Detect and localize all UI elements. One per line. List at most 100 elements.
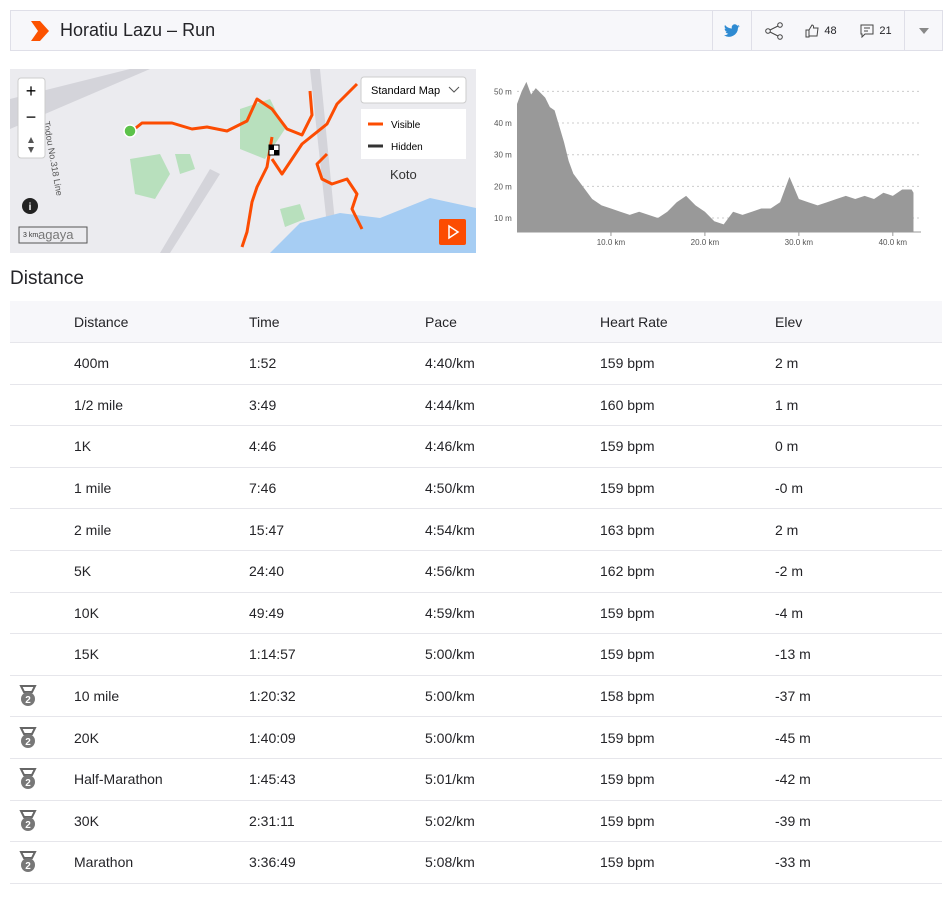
medal-cell — [10, 383, 74, 426]
split-cell: -45 m — [775, 716, 942, 759]
y-tick-label: 20 m — [494, 182, 512, 191]
place-label: Koto — [390, 167, 417, 182]
scale-label: 3 km — [23, 232, 38, 239]
medal-ribbon — [19, 768, 37, 777]
legend-label: Visible — [391, 120, 421, 131]
x-tick-label: 20.0 km — [691, 238, 720, 247]
medal-disc — [21, 858, 35, 873]
split-cell: 159 bpm — [600, 342, 775, 385]
split-cell: 5:00/km — [425, 633, 600, 676]
medal-cell — [10, 633, 74, 676]
split-cell: Marathon — [74, 841, 249, 884]
split-cell: 159 bpm — [600, 757, 775, 801]
split-row: 2 20K 1:40:09 5:00/km 159 bpm -45 m — [10, 716, 942, 759]
split-row: 2 Marathon 3:36:49 5:08/km 159 bpm -33 m — [10, 841, 942, 884]
split-cell: 159 bpm — [600, 591, 775, 634]
split-cell: 1:40:09 — [249, 716, 425, 759]
play-button[interactable] — [439, 219, 466, 245]
zoom-in[interactable]: + — [26, 81, 37, 101]
split-row: 1K 4:46 4:46/km 159 bpm 0 m — [10, 425, 942, 468]
svg-text:i: i — [29, 202, 32, 213]
kudos-button[interactable]: 48 — [796, 11, 846, 50]
split-cell: -37 m — [775, 674, 942, 717]
split-cell: 1:52 — [249, 342, 425, 385]
split-cell: 158 bpm — [600, 674, 775, 717]
x-tick-label: 30.0 km — [785, 238, 814, 247]
x-tick-label: 10.0 km — [597, 238, 626, 247]
medal-cell: 2 — [10, 716, 74, 759]
split-cell: 4:46/km — [425, 425, 600, 468]
split-cell: 4:59/km — [425, 591, 600, 634]
split-cell: -4 m — [775, 591, 942, 634]
split-cell: 160 bpm — [600, 383, 775, 426]
splits-table: Distance Time Pace Heart Rate Elev 400m 1:52 4:… — [10, 301, 942, 884]
split-cell: 163 bpm — [600, 508, 775, 551]
medal-cell — [10, 508, 74, 551]
split-cell: 159 bpm — [600, 466, 775, 509]
split-cell: 162 bpm — [600, 549, 775, 593]
split-cell: -39 m — [775, 799, 942, 842]
split-cell: 15:47 — [249, 508, 425, 551]
map-type-select[interactable] — [360, 76, 467, 104]
medal-cell — [10, 466, 74, 509]
more-dropdown[interactable] — [904, 11, 943, 50]
split-cell: 5:02/km — [425, 799, 600, 842]
medal-cell — [10, 591, 74, 634]
split-row: 400m 1:52 4:40/km 159 bpm 2 m — [10, 342, 942, 385]
split-row: 1 mile 7:46 4:50/km 159 bpm -0 m — [10, 466, 942, 509]
split-cell: 30K — [74, 799, 249, 842]
y-tick-label: 40 m — [494, 119, 512, 128]
share-button[interactable] — [751, 11, 796, 50]
split-row: 1/2 mile 3:49 4:44/km 160 bpm 1 m — [10, 383, 942, 426]
split-cell: 2 m — [775, 342, 942, 385]
split-cell: 1K — [74, 425, 249, 468]
split-cell: 10K — [74, 591, 249, 634]
activity-title: Horatiu Lazu – Run — [60, 20, 216, 40]
medal-disc — [21, 692, 35, 707]
route-map: Koto Todou No.318 Line agaya 3 km + − i … — [10, 69, 476, 253]
split-cell: 3:36:49 — [249, 841, 425, 884]
compass[interactable] — [28, 137, 34, 153]
split-cell: 0 m — [775, 425, 942, 468]
comments-button[interactable]: 21 — [851, 11, 901, 50]
medal-rank: 2 — [25, 820, 31, 831]
y-tick-label: 50 m — [494, 87, 512, 96]
kudos-count: 48 — [824, 24, 837, 37]
medal-icon: 2 — [19, 685, 37, 707]
legend-label: Hidden — [391, 142, 423, 153]
split-row: 5K 24:40 4:56/km 162 bpm -2 m — [10, 549, 942, 593]
split-cell: 4:40/km — [425, 342, 600, 385]
split-cell: 4:54/km — [425, 508, 600, 551]
medal-rank: 2 — [25, 861, 31, 872]
split-cell: -33 m — [775, 841, 942, 884]
twitter-button[interactable] — [712, 11, 751, 50]
split-cell: 10 mile — [74, 674, 249, 717]
split-cell: 49:49 — [249, 591, 425, 634]
header-cell: Heart Rate — [600, 301, 775, 343]
info-button[interactable] — [22, 198, 38, 214]
medal-cell — [10, 549, 74, 593]
zoom-out[interactable]: − — [26, 107, 37, 127]
zoom-controls: + − — [17, 77, 46, 159]
split-row: 15K 1:14:57 5:00/km 159 bpm -13 m — [10, 633, 942, 676]
x-tick-label: 40.0 km — [879, 238, 908, 247]
split-row: 2 mile 15:47 4:54/km 163 bpm 2 m — [10, 508, 942, 551]
split-cell: 5:01/km — [425, 757, 600, 801]
split-cell: 1 mile — [74, 466, 249, 509]
split-cell: 159 bpm — [600, 633, 775, 676]
split-cell: 1 m — [775, 383, 942, 426]
split-cell: -2 m — [775, 549, 942, 593]
split-cell: -42 m — [775, 757, 942, 801]
header-cell: Time — [249, 301, 425, 343]
split-cell: 1:45:43 — [249, 757, 425, 801]
split-cell: 159 bpm — [600, 841, 775, 884]
logo — [31, 21, 49, 41]
medal-cell: 2 — [10, 799, 74, 842]
medal-rank: 2 — [25, 737, 31, 748]
split-row: 2 Half-Marathon 1:45:43 5:01/km 159 bpm -42 m — [10, 757, 942, 801]
medal-icon: 2 — [19, 726, 37, 748]
medal-ribbon — [19, 809, 37, 818]
split-cell: 1/2 mile — [74, 383, 249, 426]
comment-count: 21 — [879, 24, 892, 37]
header-cell — [10, 301, 74, 343]
